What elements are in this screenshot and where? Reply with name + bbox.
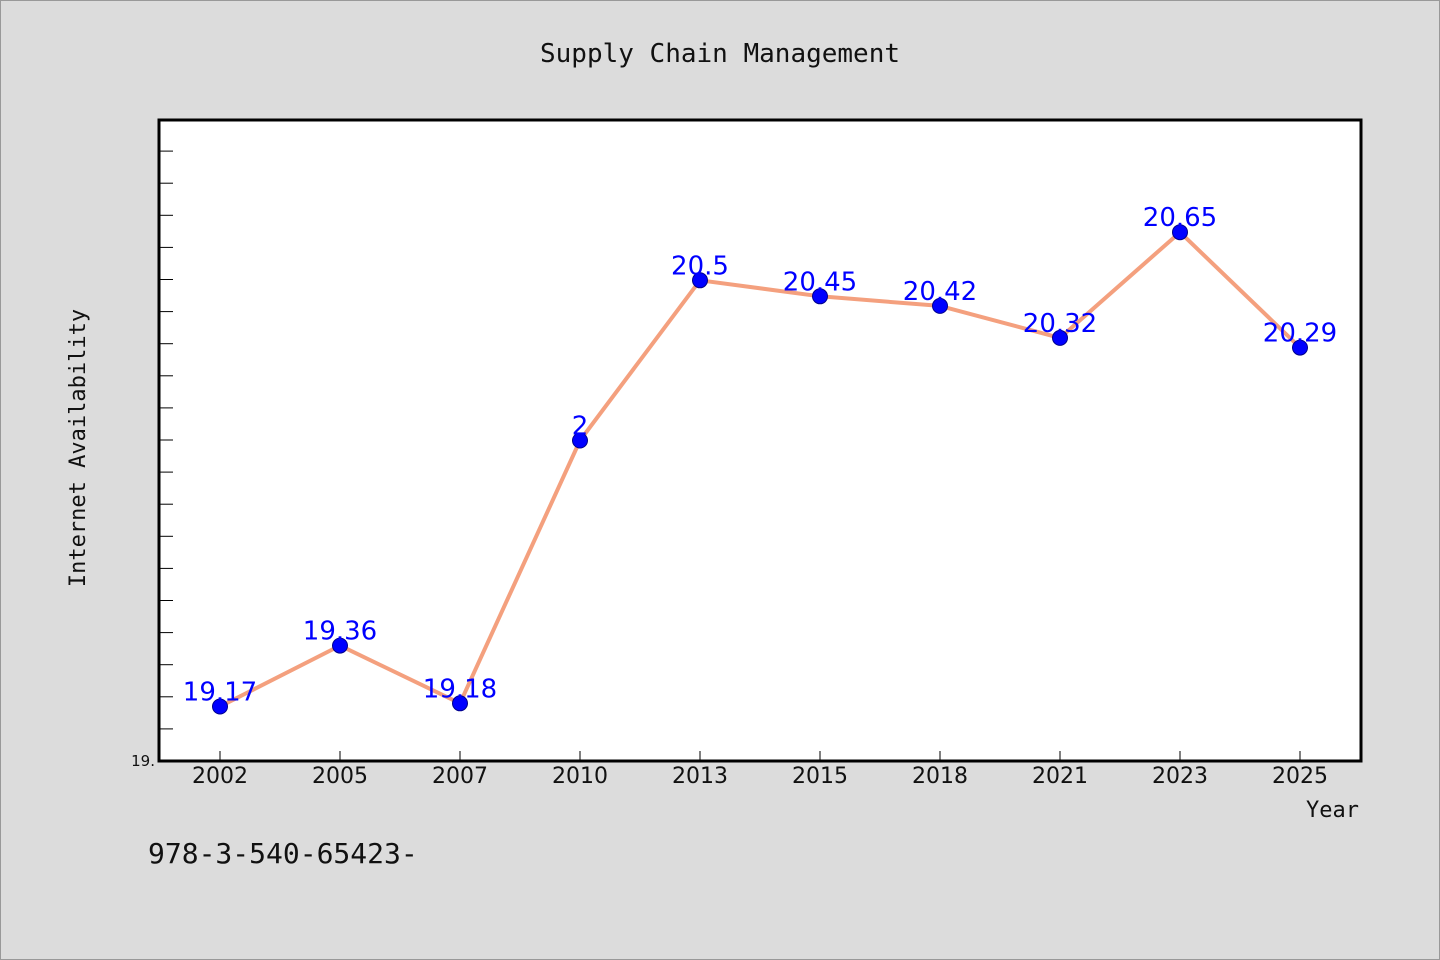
x-tick-label: 2015	[792, 764, 848, 789]
data-labels: 19.17 19.36 19.18 2 20.5 20.45 20.42 20.32 20.65…	[183, 203, 1337, 707]
y-tick-label: 19.	[131, 752, 155, 770]
x-tick-label: 2007	[432, 764, 488, 789]
footer-isbn-text: 978-3-540-65423-	[148, 837, 418, 870]
x-tick-label: 2002	[192, 764, 248, 789]
x-tick-label: 2023	[1152, 764, 1208, 789]
data-markers	[212, 224, 1308, 715]
data-label: 19.17	[183, 678, 257, 708]
data-point	[932, 297, 948, 314]
x-tick-label: 2025	[1272, 764, 1328, 789]
data-point	[572, 432, 588, 449]
data-point	[1292, 339, 1308, 356]
data-point	[812, 288, 828, 305]
data-label: 20.65	[1143, 203, 1217, 233]
x-tick-label: 2018	[912, 764, 968, 789]
data-label: 19.36	[303, 617, 377, 647]
data-point	[692, 272, 708, 289]
x-tick-label: 2013	[672, 764, 728, 789]
data-label: 20.42	[903, 277, 977, 307]
x-axis-ticks: 2002 2005 2007 2010 2013 2015 2018 2021 2023 2025	[192, 751, 1328, 789]
y-axis-ticks: 19.	[131, 150, 173, 770]
y-axis-title: Internet Availability	[66, 309, 91, 587]
data-point	[452, 695, 468, 712]
data-label: 20.29	[1263, 319, 1337, 349]
data-point	[332, 637, 348, 654]
data-label: 20.45	[783, 267, 857, 297]
x-tick-label: 2010	[552, 764, 608, 789]
series-line	[219, 230, 1302, 709]
x-tick-label: 2021	[1032, 764, 1088, 789]
data-label: 19.18	[423, 674, 497, 704]
x-axis-title: Year	[1306, 798, 1359, 823]
data-label: 20.5	[671, 251, 729, 281]
x-tick-label: 2005	[312, 764, 368, 789]
data-point	[212, 698, 228, 715]
data-point	[1172, 224, 1188, 241]
data-label: 20.32	[1023, 309, 1097, 339]
data-label: 2	[572, 412, 589, 442]
chart-title: Supply Chain Management	[540, 39, 900, 69]
data-point	[1052, 329, 1068, 346]
